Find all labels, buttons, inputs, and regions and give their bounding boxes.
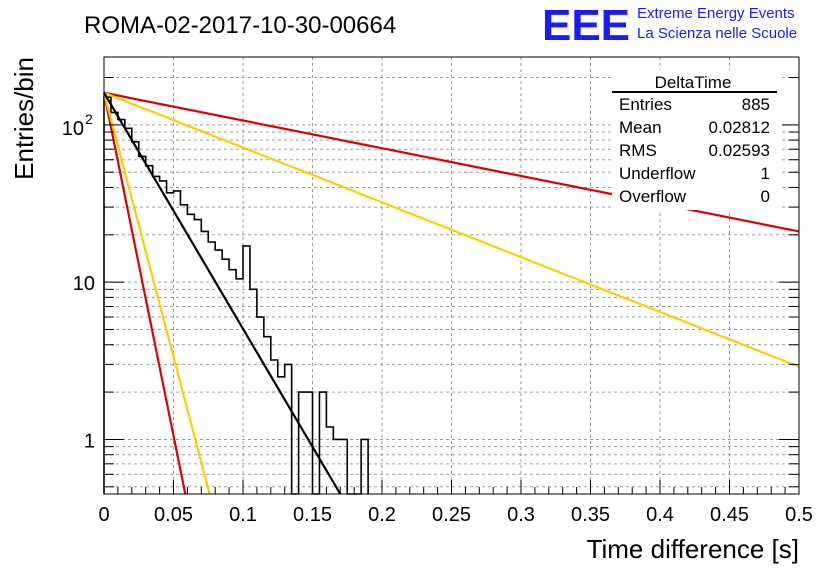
stats-label-overflow: Overflow xyxy=(619,187,687,206)
x-tick-label: 0.1 xyxy=(229,504,257,526)
stats-label-entries: Entries xyxy=(619,95,672,114)
eee-logo-line2: La Scienza nelle Scuole xyxy=(637,25,797,42)
x-tick-label: 0.5 xyxy=(785,504,813,526)
stats-value-entries: 885 xyxy=(742,95,770,114)
x-tick-label: 0.35 xyxy=(571,504,610,526)
eee-logo: EEE Extreme Energy Events La Scienza nel… xyxy=(542,1,797,50)
y-axis-label: Entries/bin xyxy=(9,57,39,180)
stats-label-mean: Mean xyxy=(619,118,662,137)
stats-box: DeltaTime Entries 885 Mean 0.02812 RMS 0.0259… xyxy=(612,70,782,210)
stats-value-underflow: 1 xyxy=(761,164,770,183)
stats-value-overflow: 0 xyxy=(761,187,770,206)
y-tick-label: 10 xyxy=(73,273,95,295)
x-tick-label: 0.2 xyxy=(368,504,396,526)
fit-line xyxy=(103,91,800,368)
y-tick-label-exponent: 2 xyxy=(85,111,93,127)
x-tick-label: 0.4 xyxy=(646,504,674,526)
x-tick-label: 0.3 xyxy=(507,504,535,526)
x-axis-label: Time difference [s] xyxy=(587,534,799,564)
x-tick-label: 0.45 xyxy=(710,504,749,526)
grid-lines xyxy=(104,57,799,494)
stats-title: DeltaTime xyxy=(655,73,732,92)
stats-label-underflow: Underflow xyxy=(619,164,696,183)
fit-line xyxy=(102,92,187,495)
x-tick-label: 0 xyxy=(98,504,109,526)
x-tick-labels: 0 0.05 0.1 0.15 0.2 0.25 0.3 0.35 0.4 0.45 0.5 xyxy=(98,504,812,526)
eee-logo-text: EEE xyxy=(542,1,630,50)
axis-ticks xyxy=(103,77,800,494)
y-tick-label: 1 xyxy=(84,430,95,452)
stats-label-rms: RMS xyxy=(619,141,657,160)
x-tick-label: 0.15 xyxy=(293,504,332,526)
stats-box-bg xyxy=(612,70,782,210)
stats-value-mean: 0.02812 xyxy=(709,118,770,137)
stats-value-rms: 0.02593 xyxy=(709,141,770,160)
fit-line xyxy=(102,92,211,495)
y-tick-label: 10 xyxy=(62,118,84,140)
histogram xyxy=(103,96,369,495)
x-tick-label: 0.05 xyxy=(154,504,193,526)
chart-title: ROMA-02-2017-10-30-00664 xyxy=(84,12,396,39)
eee-logo-line1: Extreme Energy Events xyxy=(637,5,795,22)
x-tick-label: 0.25 xyxy=(432,504,471,526)
histogram-outline xyxy=(103,96,369,495)
fit-line xyxy=(103,92,342,495)
